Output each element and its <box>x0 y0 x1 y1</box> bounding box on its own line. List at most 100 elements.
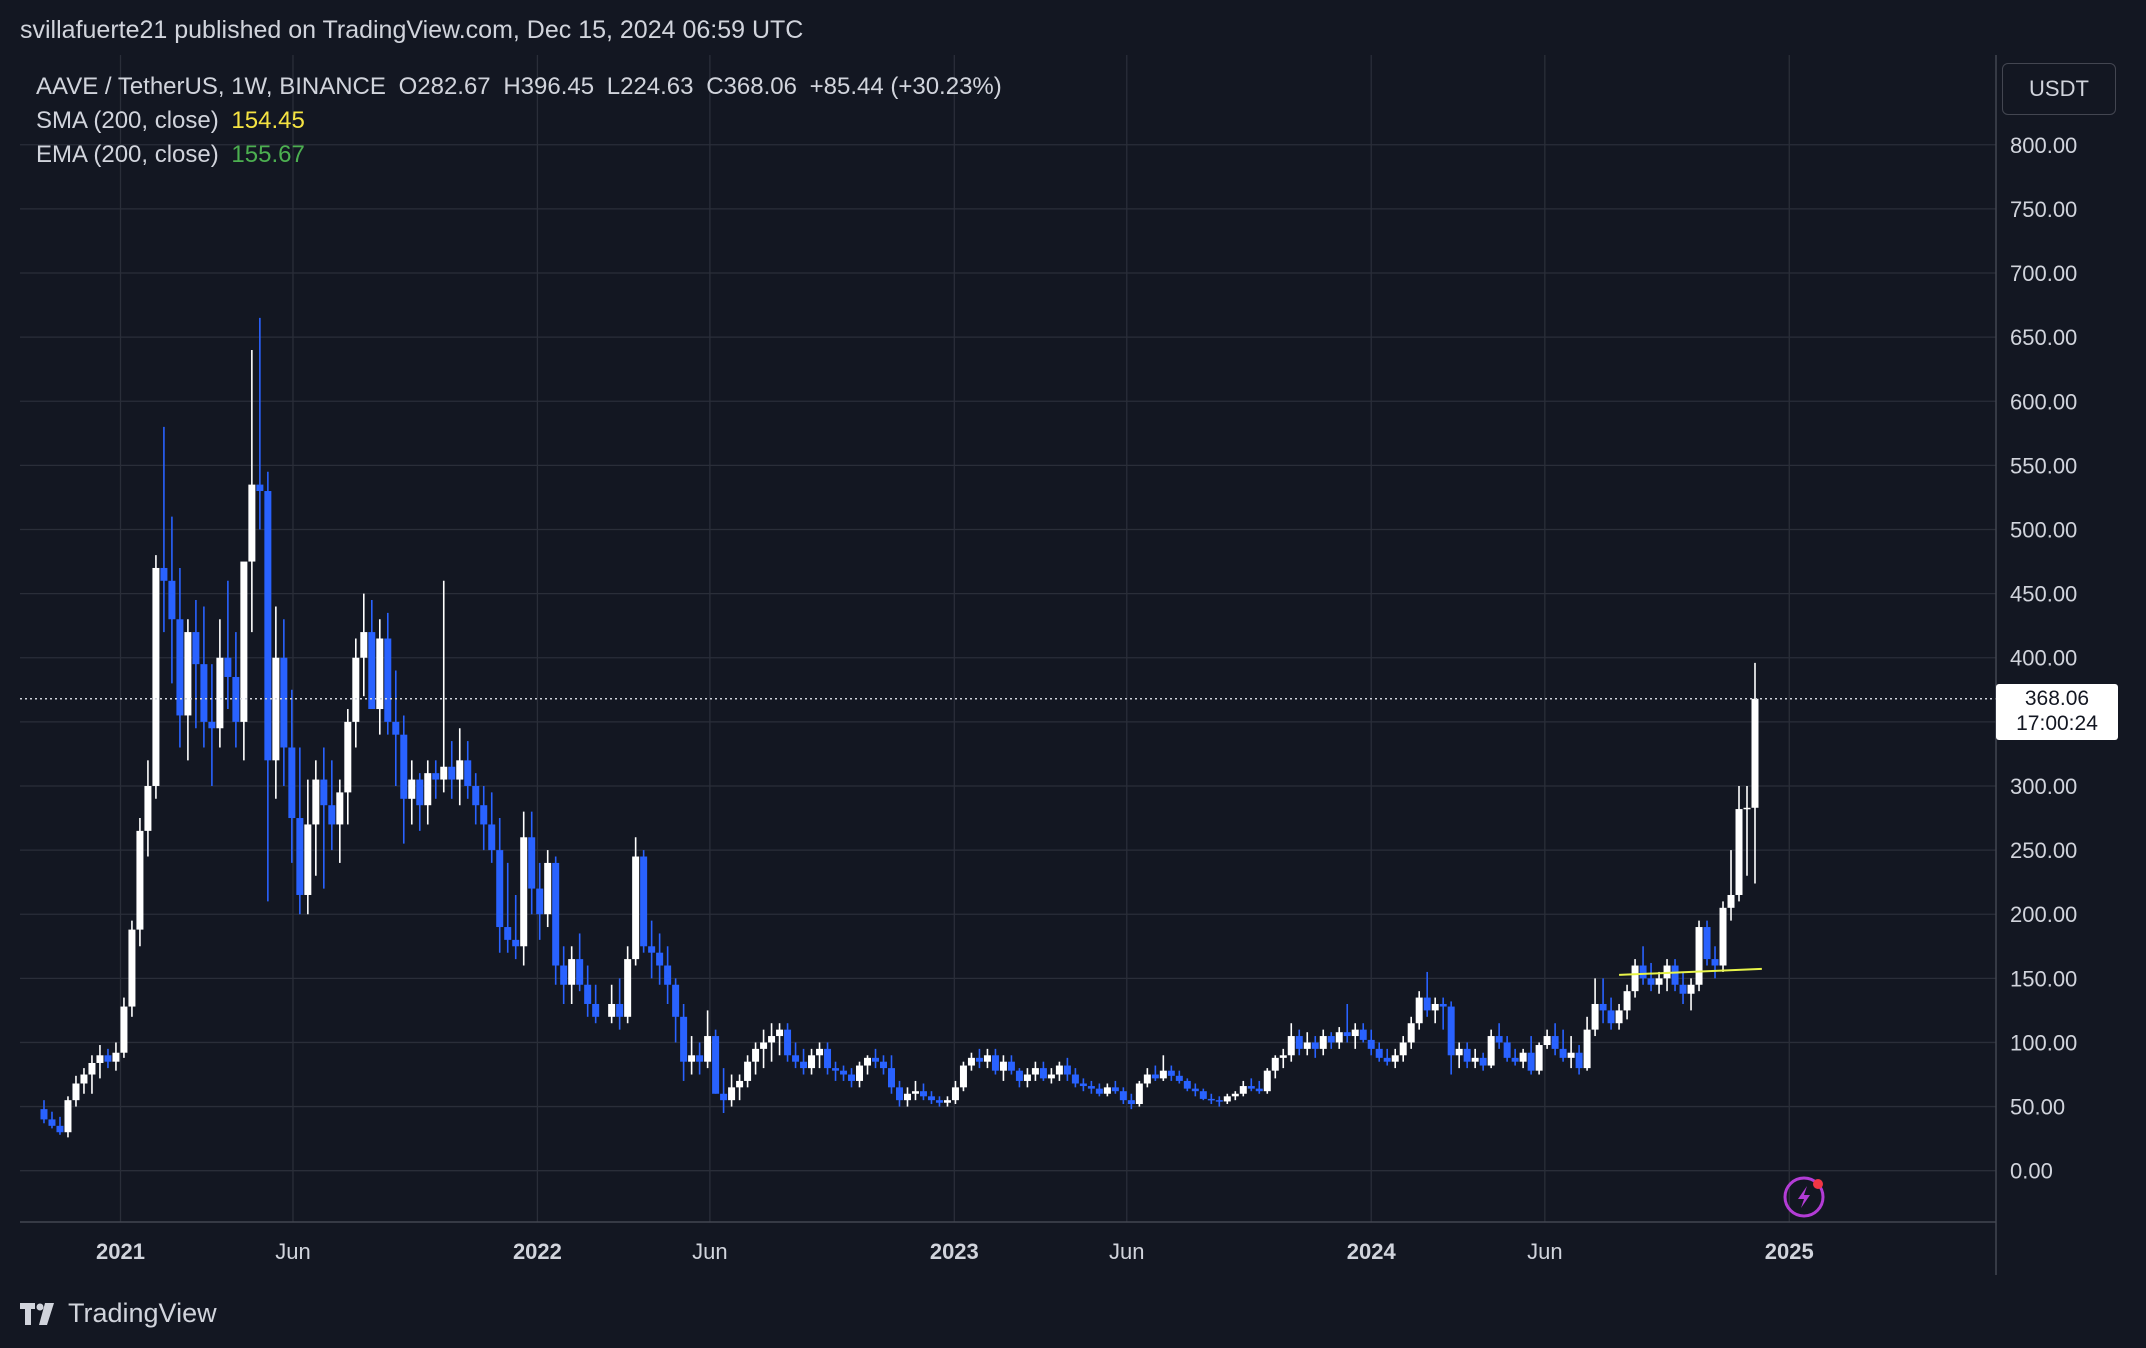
price-tick-label: 250.00 <box>2010 838 2077 863</box>
tradingview-logo-icon <box>20 1302 54 1325</box>
candle <box>544 850 552 928</box>
candle-body <box>808 1055 816 1069</box>
brand-name: TradingView <box>68 1298 217 1328</box>
candle <box>1095 1083 1103 1097</box>
candle <box>744 1055 752 1088</box>
currency-unit-button[interactable]: USDT <box>2002 63 2116 115</box>
symbol-label[interactable]: AAVE / TetherUS, 1W, BINANCE <box>36 73 386 100</box>
candle <box>1735 785 1743 902</box>
candle-body <box>712 1036 720 1094</box>
candle-body <box>128 929 136 1007</box>
candle-body <box>1375 1048 1383 1058</box>
candle-body <box>408 779 416 799</box>
candle-body <box>672 984 680 1017</box>
time-axis[interactable]: 2021 Jun 2022 Jun 2023 Jun 2024 Jun 2025 <box>96 1239 1814 1264</box>
candle-body <box>776 1029 784 1037</box>
candle-body <box>1407 1023 1415 1043</box>
candle <box>1511 1048 1519 1066</box>
candle <box>1215 1096 1223 1107</box>
candle-body <box>464 760 472 786</box>
candle <box>1287 1023 1295 1062</box>
high-value: H396.45 <box>503 73 595 100</box>
candle <box>1327 1032 1335 1049</box>
candle <box>903 1087 911 1107</box>
ema-label[interactable]: EMA (200, close) <box>36 141 219 168</box>
candle <box>768 1023 776 1062</box>
candle <box>1271 1055 1279 1079</box>
candle-body <box>96 1055 104 1063</box>
candle-body <box>1175 1075 1183 1081</box>
candle-body <box>40 1109 48 1120</box>
candle <box>592 984 600 1024</box>
candle-body <box>1751 698 1759 808</box>
candle <box>1071 1068 1079 1088</box>
candle-body <box>1503 1042 1511 1058</box>
candle <box>872 1048 880 1069</box>
candle-body <box>192 632 200 665</box>
candle <box>96 1045 104 1079</box>
candle <box>1143 1068 1151 1088</box>
time-tick-label: 2021 <box>96 1239 145 1264</box>
candle <box>1255 1080 1263 1094</box>
candle-body <box>1575 1052 1583 1069</box>
candle-body <box>528 837 536 889</box>
candle <box>672 978 680 1043</box>
candle <box>1719 901 1727 972</box>
candle <box>608 984 616 1024</box>
candle-body <box>1631 965 1639 992</box>
price-tick-label: 700.00 <box>2010 261 2077 286</box>
candle-body <box>704 1036 712 1062</box>
candle <box>520 811 528 966</box>
price-tick-label: 450.00 <box>2010 582 2077 607</box>
candle <box>88 1055 96 1094</box>
candle <box>760 1029 768 1069</box>
candle <box>272 606 280 799</box>
price-tick-label: 600.00 <box>2010 389 2077 414</box>
candle <box>1199 1088 1207 1101</box>
sma-label[interactable]: SMA (200, close) <box>36 107 219 134</box>
lightning-icon[interactable] <box>1783 1176 1825 1218</box>
candle <box>1383 1048 1391 1066</box>
price-tick-label: 800.00 <box>2010 133 2077 158</box>
candle <box>895 1080 903 1107</box>
candle-body <box>448 766 456 780</box>
candle <box>880 1055 888 1075</box>
candle-body <box>1231 1093 1239 1097</box>
candle-body <box>1399 1042 1407 1056</box>
time-tick-label: Jun <box>275 1239 310 1264</box>
candle <box>991 1048 999 1075</box>
candle-body <box>1087 1086 1095 1089</box>
candle-body <box>1447 1006 1455 1056</box>
current-price-value: 368.06 <box>2024 687 2090 710</box>
candle-body <box>1311 1042 1319 1049</box>
candle-body <box>999 1061 1007 1071</box>
candle-body <box>1711 959 1719 966</box>
candle <box>1679 971 1687 1004</box>
candle <box>1055 1061 1063 1081</box>
candle-body <box>1535 1045 1543 1071</box>
candle-body <box>1103 1087 1111 1094</box>
candle <box>1559 1029 1567 1062</box>
candle <box>1407 1016 1415 1049</box>
candle <box>56 1116 64 1135</box>
candle-body <box>1343 1032 1351 1037</box>
time-tick-label: 2025 <box>1765 1239 1814 1264</box>
candle <box>656 933 664 985</box>
price-chart[interactable]: 800.00 750.00 700.00 650.00 600.00 550.00 500.… <box>0 0 2146 1278</box>
candle-body <box>728 1087 736 1101</box>
candle-body <box>64 1100 72 1133</box>
candle-body <box>640 856 648 947</box>
low-value: L224.63 <box>606 73 694 100</box>
candle-body <box>919 1091 927 1097</box>
candle-body <box>48 1119 56 1126</box>
candle <box>104 1048 112 1069</box>
candle-body <box>1607 1010 1615 1024</box>
candle-body <box>120 1006 128 1053</box>
candle-body <box>1167 1070 1175 1076</box>
candle <box>720 1068 728 1113</box>
price-axis[interactable]: 800.00 750.00 700.00 650.00 600.00 550.00 500.… <box>2010 133 2077 1184</box>
tradingview-brand[interactable]: TradingView <box>20 1298 217 1329</box>
support-line[interactable] <box>1619 967 1762 976</box>
candle-body <box>56 1125 64 1133</box>
candle-body <box>792 1055 800 1062</box>
